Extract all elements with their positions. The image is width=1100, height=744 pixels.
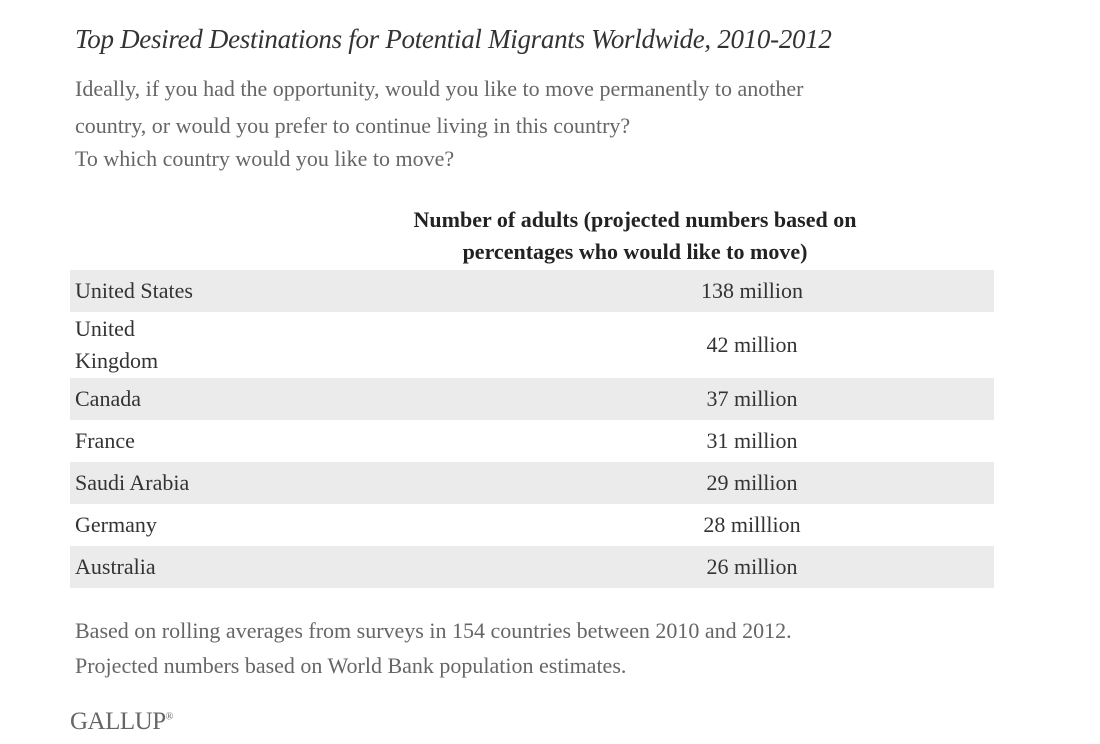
value-cell: 138 million <box>220 270 994 312</box>
chart-title: Top Desired Destinations for Potential M… <box>75 24 832 54</box>
destinations-table: United States 138 million United Kingdom 42… <box>70 270 994 588</box>
survey-question: Ideally, if you had the opportunity, wou… <box>75 70 995 177</box>
table-row: United Kingdom 42 million <box>70 312 994 378</box>
value-cell: 26 million <box>220 546 994 588</box>
country-cell: Germany <box>75 512 157 537</box>
table-row: Australia 26 million <box>70 546 994 588</box>
table-row: United States 138 million <box>70 270 994 312</box>
country-cell: United Kingdom <box>75 316 159 373</box>
table-row: Canada 37 million <box>70 378 994 420</box>
footnote: Based on rolling averages from surveys i… <box>75 618 792 643</box>
question-line: To which country would you like to move? <box>75 146 455 171</box>
footnotes: Based on rolling averages from surveys i… <box>75 613 792 683</box>
column-header-line: Number of adults (projected numbers base… <box>413 207 857 232</box>
table-row: Saudi Arabia 29 million <box>70 462 994 504</box>
column-header: Number of adults (projected numbers base… <box>300 204 970 268</box>
column-header-line: percentages who would like to move) <box>462 239 808 264</box>
footnote: Projected numbers based on World Bank po… <box>75 653 627 678</box>
value-cell: 28 milllion <box>703 512 801 537</box>
table-row: Germany 28 milllion <box>70 504 994 546</box>
country-cell: France <box>75 428 135 453</box>
value-cell: 42 million <box>706 332 798 357</box>
country-cell: Saudi Arabia <box>70 462 220 504</box>
value-cell: 37 million <box>220 378 994 420</box>
value-cell: 29 million <box>220 462 994 504</box>
table-row: France 31 million <box>70 420 994 462</box>
question-line: Ideally, if you had the opportunity, wou… <box>75 76 804 101</box>
country-cell: Canada <box>70 378 220 420</box>
country-cell: United States <box>70 270 220 312</box>
question-line: country, or would you prefer to continue… <box>75 113 631 138</box>
value-cell: 31 million <box>706 428 798 453</box>
country-cell: Australia <box>70 546 220 588</box>
gallup-logo: GALLUP® <box>70 708 173 735</box>
